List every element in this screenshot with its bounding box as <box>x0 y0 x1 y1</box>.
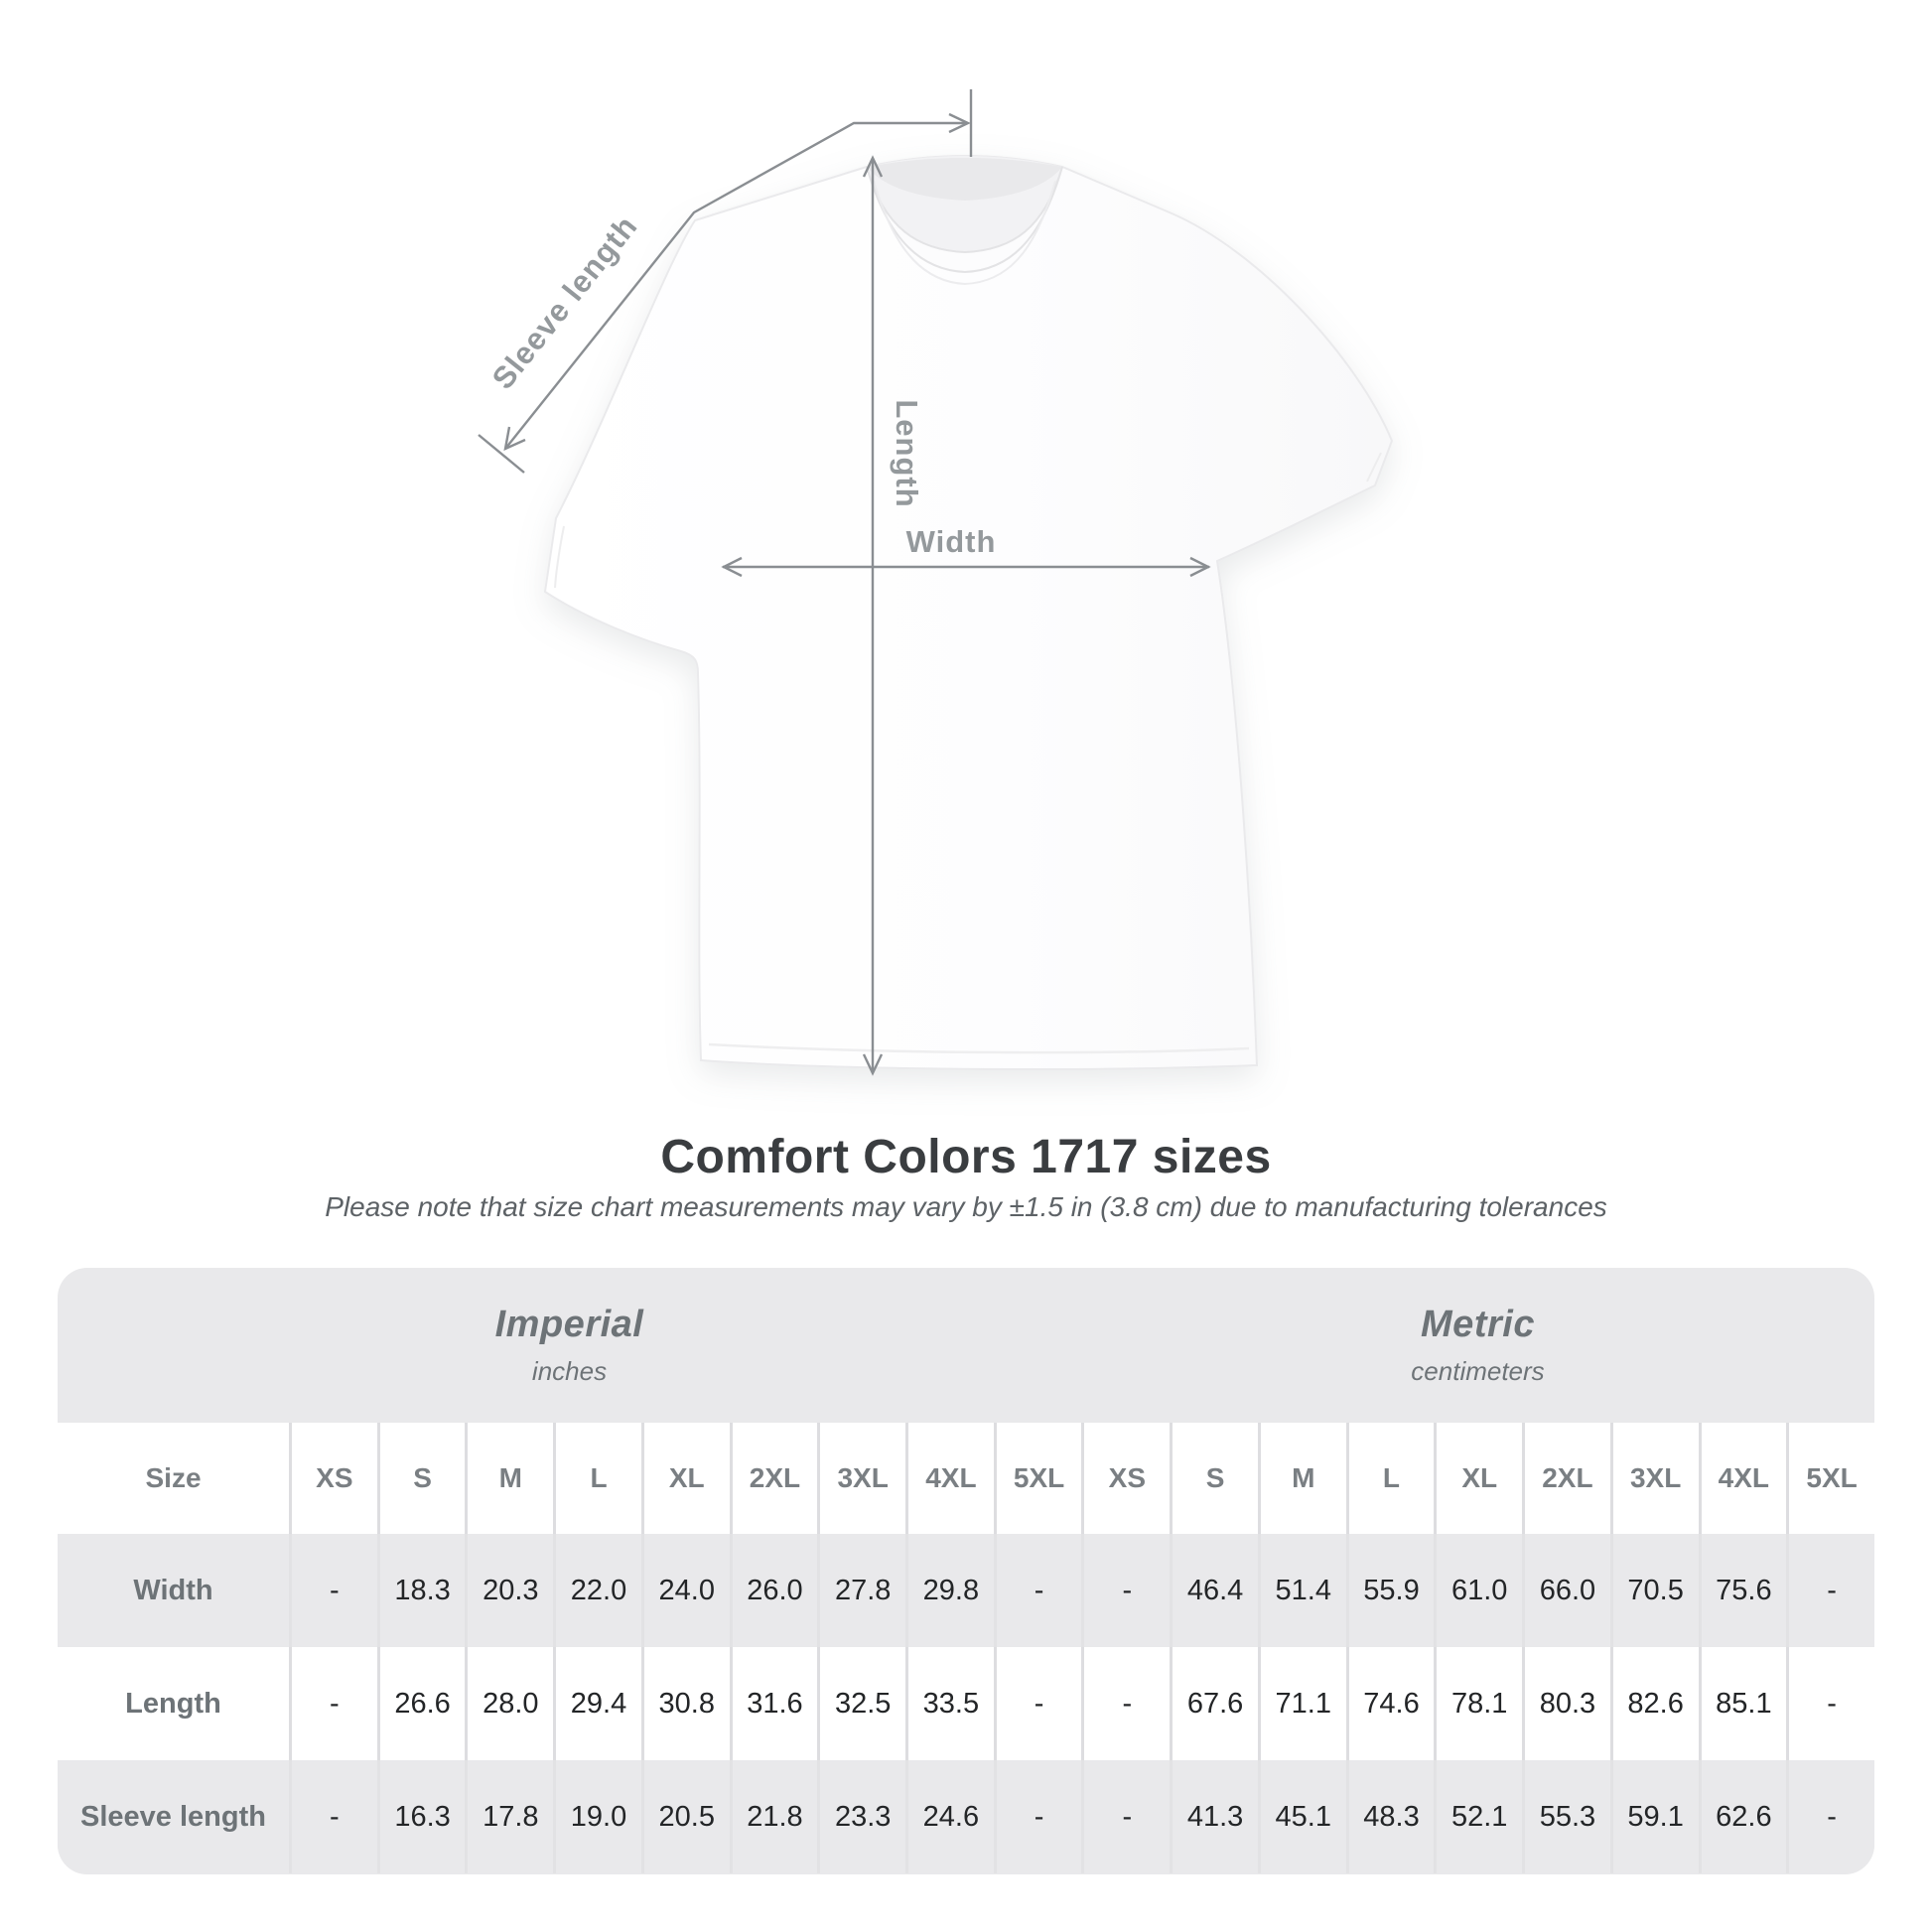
value-cell: 66.0 <box>1522 1534 1610 1647</box>
size-col-header: 5XL <box>1786 1423 1874 1534</box>
metric-label: Metric <box>1421 1304 1535 1345</box>
value-cell: 51.4 <box>1257 1534 1346 1647</box>
value-cell: - <box>993 1647 1082 1760</box>
value-cell: 61.0 <box>1434 1534 1522 1647</box>
size-col-header: 3XL <box>1609 1423 1699 1534</box>
value-cell: 30.8 <box>640 1647 730 1760</box>
page-title: Comfort Colors 1717 sizes <box>660 1131 1272 1183</box>
value-cell: 41.3 <box>1170 1760 1258 1873</box>
value-cell: - <box>993 1760 1082 1873</box>
value-cell: 18.3 <box>376 1534 466 1647</box>
width-dimension-arrow <box>721 556 1211 578</box>
value-cell: 80.3 <box>1522 1647 1610 1760</box>
value-cell: 17.8 <box>465 1760 553 1873</box>
size-col-header: L <box>1345 1423 1435 1534</box>
value-cell: 75.6 <box>1698 1534 1787 1647</box>
value-cell: - <box>1081 1534 1170 1647</box>
value-cell: 27.8 <box>817 1534 905 1647</box>
tshirt-image <box>543 155 1394 1071</box>
size-col-header: 2XL <box>1522 1423 1610 1534</box>
length-label: Length <box>890 399 924 507</box>
tshirt-measurement-diagram: Length Width Sleeve length <box>478 89 1394 1076</box>
sleeve-length-dimension-arrow <box>478 89 973 474</box>
size-col-header: S <box>1170 1423 1258 1534</box>
size-col-header: 2XL <box>729 1423 818 1534</box>
size-col-header: 4XL <box>1698 1423 1787 1534</box>
imperial-group-header: Imperial inches <box>58 1268 1081 1423</box>
size-chart-table: Imperial inches Metric centimeters Size … <box>58 1268 1874 1874</box>
imperial-unit-label: inches <box>531 1356 608 1386</box>
value-cell: - <box>289 1534 377 1647</box>
value-cell: 71.1 <box>1257 1647 1346 1760</box>
value-cell: 45.1 <box>1257 1760 1346 1873</box>
value-cell: 67.6 <box>1170 1647 1258 1760</box>
metric-unit-label: centimeters <box>1411 1356 1545 1386</box>
value-cell: 24.0 <box>640 1534 730 1647</box>
value-cell: 21.8 <box>729 1760 818 1873</box>
size-col-header: M <box>1257 1423 1346 1534</box>
value-cell: 32.5 <box>817 1647 905 1760</box>
row-sleeve-length: Sleeve length - 16.3 17.8 19.0 20.5 21.8… <box>58 1760 1874 1873</box>
size-col-header: M <box>465 1423 553 1534</box>
size-col-header: S <box>376 1423 466 1534</box>
value-cell: 29.8 <box>905 1534 994 1647</box>
value-cell: 23.3 <box>817 1760 905 1873</box>
size-col-header: 3XL <box>817 1423 905 1534</box>
size-col-header: XL <box>1434 1423 1522 1534</box>
value-cell: 74.6 <box>1345 1647 1435 1760</box>
value-cell: - <box>993 1534 1082 1647</box>
size-header-cell: Size <box>145 1462 202 1493</box>
value-cell: 52.1 <box>1434 1760 1522 1873</box>
size-header-row: Size XS S M L XL 2XL 3XL 4XL 5XL XS S M … <box>58 1423 1874 1534</box>
row-length: Length - 26.6 28.0 29.4 30.8 31.6 32.5 3… <box>58 1647 1874 1760</box>
value-cell: 20.3 <box>465 1534 553 1647</box>
value-cell: 85.1 <box>1698 1647 1787 1760</box>
value-cell: 16.3 <box>376 1760 466 1873</box>
value-cell: 55.3 <box>1522 1760 1610 1873</box>
value-cell: 29.4 <box>553 1647 641 1760</box>
length-dimension-arrow <box>862 155 884 1076</box>
value-cell: - <box>1081 1760 1170 1873</box>
size-col-header: L <box>553 1423 641 1534</box>
value-cell: - <box>1081 1647 1170 1760</box>
value-cell: 55.9 <box>1345 1534 1435 1647</box>
value-cell: 22.0 <box>553 1534 641 1647</box>
row-width: Width - 18.3 20.3 22.0 24.0 26.0 27.8 29… <box>58 1534 1874 1647</box>
size-col-header: XL <box>640 1423 730 1534</box>
value-cell: 33.5 <box>905 1647 994 1760</box>
size-col-header: XS <box>1081 1423 1170 1534</box>
width-label: Width <box>906 524 997 559</box>
value-cell: 24.6 <box>905 1760 994 1873</box>
unit-group-header-row: Imperial inches Metric centimeters <box>58 1268 1874 1423</box>
value-cell: 78.1 <box>1434 1647 1522 1760</box>
row-label: Width <box>133 1574 213 1606</box>
sleeve-length-label: Sleeve length <box>485 208 644 395</box>
size-col-header: 4XL <box>905 1423 994 1534</box>
value-cell: 59.1 <box>1609 1760 1699 1873</box>
value-cell: 82.6 <box>1609 1647 1699 1760</box>
value-cell: 48.3 <box>1345 1760 1435 1873</box>
size-col-header: 5XL <box>993 1423 1082 1534</box>
row-label: Sleeve length <box>80 1800 266 1833</box>
value-cell: 46.4 <box>1170 1534 1258 1647</box>
size-col-header: XS <box>289 1423 377 1534</box>
tolerance-note: Please note that size chart measurements… <box>325 1191 1607 1222</box>
value-cell: - <box>289 1760 377 1873</box>
value-cell: 31.6 <box>729 1647 818 1760</box>
imperial-label: Imperial <box>494 1304 644 1345</box>
metric-group-header: Metric centimeters <box>1081 1268 1874 1423</box>
value-cell: - <box>289 1647 377 1760</box>
value-cell: 26.0 <box>729 1534 818 1647</box>
value-cell: 19.0 <box>553 1760 641 1873</box>
value-cell: - <box>1786 1647 1874 1760</box>
row-label: Length <box>125 1687 221 1720</box>
value-cell: - <box>1786 1534 1874 1647</box>
value-cell: 70.5 <box>1609 1534 1699 1647</box>
value-cell: 20.5 <box>640 1760 730 1873</box>
value-cell: 62.6 <box>1698 1760 1787 1873</box>
value-cell: 26.6 <box>376 1647 466 1760</box>
value-cell: 28.0 <box>465 1647 553 1760</box>
value-cell: - <box>1786 1760 1874 1873</box>
